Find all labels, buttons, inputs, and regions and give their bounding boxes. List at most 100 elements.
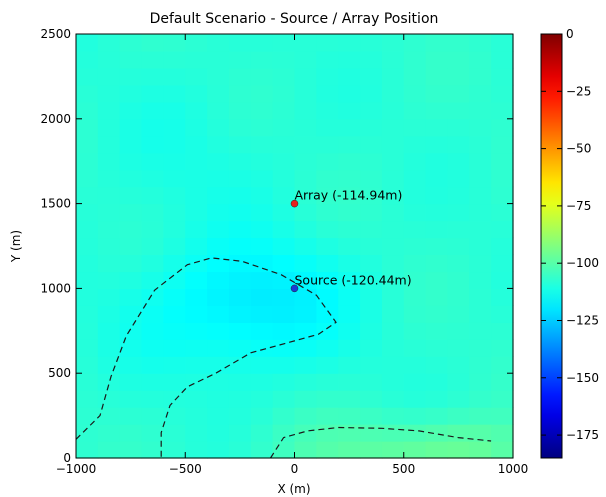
heatmap-cell xyxy=(294,322,317,340)
heatmap-cell xyxy=(447,424,470,442)
heatmap-cell xyxy=(119,390,143,408)
heatmap-cell xyxy=(469,186,492,205)
heatmap-cell xyxy=(425,441,449,459)
heatmap-cell xyxy=(76,271,99,289)
heatmap-cell xyxy=(425,407,449,425)
heatmap-cell xyxy=(185,220,208,239)
heatmap-cell xyxy=(294,135,317,154)
heatmap-cell xyxy=(272,322,296,340)
heatmap-cell xyxy=(447,288,470,306)
heatmap-cell xyxy=(381,135,405,154)
heatmap-cell xyxy=(185,101,208,120)
heatmap-cell xyxy=(250,339,274,357)
heatmap-cell xyxy=(316,390,339,408)
heatmap-cell xyxy=(316,101,339,120)
heatmap-cell xyxy=(141,254,164,273)
heatmap-cell xyxy=(469,441,492,459)
heatmap-cell xyxy=(425,424,449,442)
heatmap-cell xyxy=(163,407,186,425)
heatmap-cell xyxy=(119,237,143,256)
heatmap-cell xyxy=(491,203,514,222)
heatmap-cell xyxy=(97,169,121,188)
heatmap-cell xyxy=(119,356,143,374)
colorbar-tick-label: −175 xyxy=(566,428,599,442)
heatmap-cell xyxy=(250,135,274,154)
heatmap-cell xyxy=(97,271,121,289)
heatmap-cell xyxy=(185,84,208,103)
heatmap-cell xyxy=(272,424,296,442)
colorbar-gradient xyxy=(540,33,563,459)
heatmap-cell xyxy=(163,152,186,171)
heatmap-cell xyxy=(250,118,274,137)
heatmap-cell xyxy=(381,390,405,408)
heatmap-cell xyxy=(403,356,427,374)
heatmap-cell xyxy=(207,373,230,391)
heatmap-cell xyxy=(76,101,99,120)
heatmap-cell xyxy=(403,390,427,408)
heatmap-cell xyxy=(207,220,230,239)
heatmap-cell xyxy=(447,390,470,408)
heatmap-cell xyxy=(76,50,99,69)
heatmap-cell xyxy=(447,305,470,323)
heatmap-cell xyxy=(228,339,252,357)
heatmap-cell xyxy=(294,152,317,171)
heatmap-cell xyxy=(76,254,99,273)
heatmap-cell xyxy=(381,271,405,289)
heatmap-cell xyxy=(425,101,449,120)
heatmap-cell xyxy=(381,34,405,52)
array-marker xyxy=(290,199,299,208)
heatmap-cell xyxy=(403,441,427,459)
colorbar-tick-label: 0 xyxy=(566,27,574,41)
heatmap-cell xyxy=(119,169,143,188)
heatmap-cell xyxy=(272,356,296,374)
heatmap-cell xyxy=(207,186,230,205)
heatmap-cell xyxy=(294,220,317,239)
heatmap-cell xyxy=(163,441,186,459)
heatmap-cell xyxy=(250,84,274,103)
heatmap-cell xyxy=(119,322,143,340)
heatmap-cell xyxy=(163,186,186,205)
heatmap-cell xyxy=(76,356,99,374)
heatmap-cell xyxy=(425,254,449,273)
heatmap-cell xyxy=(250,50,274,69)
heatmap-cell xyxy=(316,373,339,391)
heatmap-cell xyxy=(360,84,383,103)
heatmap-cell xyxy=(360,390,383,408)
heatmap-cell xyxy=(228,118,252,137)
heatmap-cell xyxy=(360,271,383,289)
heatmap-cell xyxy=(338,84,361,103)
heatmap-cell xyxy=(97,237,121,256)
heatmap-cell xyxy=(76,390,99,408)
heatmap-cell xyxy=(338,152,361,171)
heatmap-cell xyxy=(272,152,296,171)
heatmap-cell xyxy=(207,50,230,69)
heatmap-cell xyxy=(207,118,230,137)
heatmap-cell xyxy=(338,67,361,86)
heatmap-cell xyxy=(272,390,296,408)
heatmap-cell xyxy=(76,305,99,323)
heatmap-cell xyxy=(97,373,121,391)
y-tick-label: 1000 xyxy=(40,281,71,295)
heatmap-cell xyxy=(141,356,164,374)
heatmap-cell xyxy=(119,254,143,273)
heatmap-cell xyxy=(425,356,449,374)
heatmap-cell xyxy=(447,373,470,391)
heatmap-cell xyxy=(447,441,470,459)
heatmap-cell xyxy=(163,305,186,323)
heatmap-cell xyxy=(250,67,274,86)
heatmap-cell xyxy=(403,135,427,154)
heatmap-cell xyxy=(141,407,164,425)
heatmap-cell xyxy=(447,186,470,205)
heatmap-cell xyxy=(316,186,339,205)
heatmap-cell xyxy=(338,271,361,289)
heatmap-cell xyxy=(447,169,470,188)
heatmap-cell xyxy=(119,220,143,239)
heatmap-cell xyxy=(469,135,492,154)
heatmap-cell xyxy=(141,50,164,69)
heatmap-cell xyxy=(250,322,274,340)
heatmap-cell xyxy=(469,254,492,273)
heatmap-cell xyxy=(316,84,339,103)
heatmap-cell xyxy=(338,254,361,273)
heatmap-cell xyxy=(491,101,514,120)
heatmap-cell xyxy=(381,254,405,273)
